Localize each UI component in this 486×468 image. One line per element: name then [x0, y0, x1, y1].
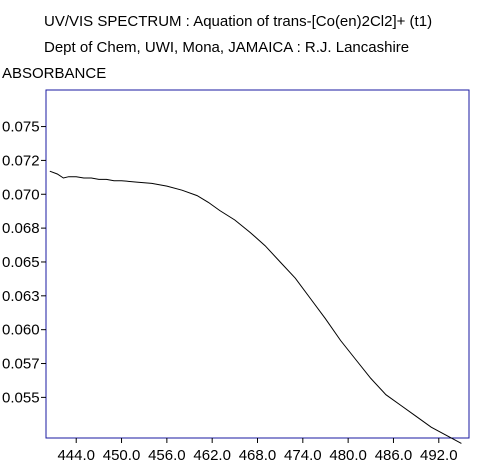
x-tick-label: 474.0	[284, 447, 322, 464]
x-tick-label: 444.0	[57, 447, 95, 464]
y-tick-label: 0.075	[2, 119, 40, 136]
x-tick-label: 462.0	[193, 447, 231, 464]
spectrum-line	[49, 170, 462, 444]
chart-title: UV/VIS SPECTRUM : Aquation of trans-[Co(…	[44, 13, 433, 30]
y-tick-label: 0.072	[2, 152, 40, 169]
x-tick-label: 456.0	[148, 447, 186, 464]
y-tick-label: 0.065	[2, 254, 40, 271]
plot-frame	[45, 89, 470, 439]
y-axis-label: ABSORBANCE	[2, 65, 107, 82]
x-tick-label: 492.0	[420, 447, 458, 464]
y-tick-label: 0.068	[2, 220, 40, 237]
y-tick-label: 0.063	[2, 288, 40, 305]
x-tick-label: 450.0	[103, 447, 141, 464]
chart-subtitle: Dept of Chem, UWI, Mona, JAMAICA : R.J. …	[44, 39, 410, 56]
y-tick-label: 0.055	[2, 389, 40, 406]
x-tick-label: 468.0	[239, 447, 277, 464]
y-tick-label: 0.070	[2, 186, 40, 203]
x-tick-label: 480.0	[329, 447, 367, 464]
y-tick-label: 0.060	[2, 322, 40, 339]
y-tick-label: 0.057	[2, 356, 40, 373]
y-axis: 0.055 0.057 0.060 0.063 0.065 0.068 0.070 0.072…	[2, 119, 46, 406]
x-axis: 444.0 450.0 456.0 462.0 468.0 474.0 480.0 486.0…	[57, 438, 458, 464]
x-tick-label: 486.0	[375, 447, 413, 464]
